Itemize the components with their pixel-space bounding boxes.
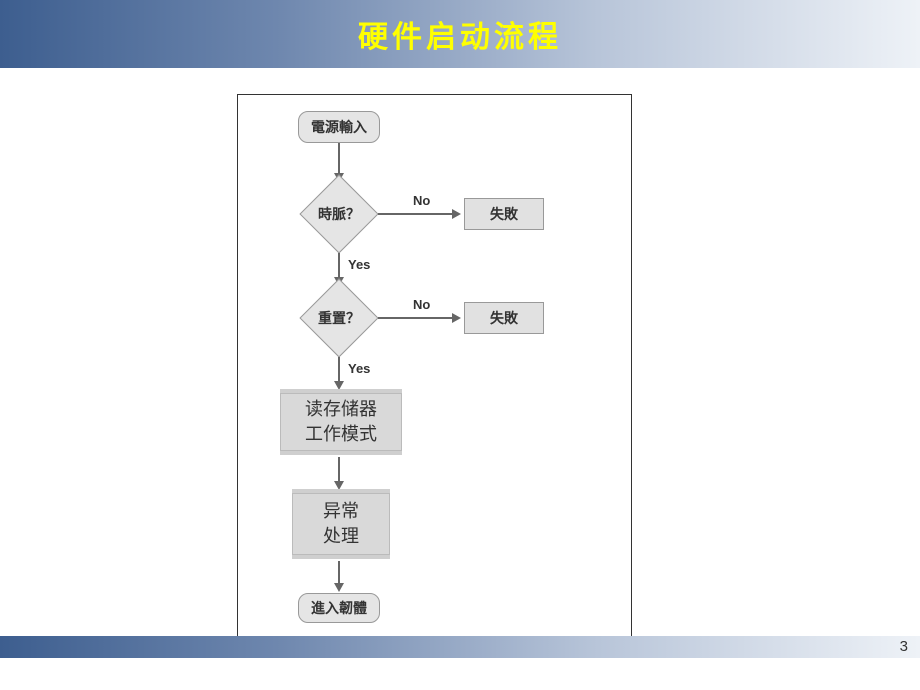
node-label: 電源輸入 <box>311 117 367 137</box>
node-label: 读存储器 工作模式 <box>305 397 377 447</box>
arrowhead-icon <box>334 583 344 592</box>
page-number: 3 <box>900 638 908 655</box>
arrowhead-icon <box>452 313 461 323</box>
edge-label-yes: Yes <box>348 257 370 272</box>
slide-body: 電源輸入 時脈？ No 失敗 Yes 重置？ No <box>0 68 920 658</box>
node-reset-decision: 重置？ <box>311 290 367 346</box>
edge-d2-p1 <box>338 357 340 383</box>
edge-label-no: No <box>413 297 430 312</box>
node-read-memory-mode: 读存储器 工作模式 <box>280 393 402 451</box>
node-exception-handle: 异常 处理 <box>292 493 390 555</box>
node-label: 异常 处理 <box>323 499 359 549</box>
slide-footer-band <box>0 636 920 658</box>
edge-d2-f2 <box>378 317 454 319</box>
edge-label-no: No <box>413 193 430 208</box>
edge-p2-n2 <box>338 561 340 585</box>
node-label: 失敗 <box>490 204 518 224</box>
node-clock-decision: 時脈？ <box>311 186 367 242</box>
node-power-input: 電源輸入 <box>298 111 380 143</box>
flowchart-frame: 電源輸入 時脈？ No 失敗 Yes 重置？ No <box>237 94 632 657</box>
slide-header: 硬件启动流程 <box>0 0 920 68</box>
edge-d1-f1 <box>378 213 454 215</box>
node-fail-1: 失敗 <box>464 198 544 230</box>
node-label: 重置？ <box>300 290 378 346</box>
edge-label-yes: Yes <box>348 361 370 376</box>
node-label: 進入韌體 <box>311 598 367 618</box>
node-label: 失敗 <box>490 308 518 328</box>
node-enter-firmware: 進入韌體 <box>298 593 380 623</box>
edge-p1-p2 <box>338 457 340 483</box>
node-fail-2: 失敗 <box>464 302 544 334</box>
arrowhead-icon <box>452 209 461 219</box>
edge-d1-d2 <box>338 253 340 279</box>
edge-n1-d1 <box>338 143 340 175</box>
arrowhead-icon <box>334 381 344 390</box>
arrowhead-icon <box>334 481 344 490</box>
slide-title: 硬件启动流程 <box>358 12 562 56</box>
node-label: 時脈？ <box>300 186 378 242</box>
